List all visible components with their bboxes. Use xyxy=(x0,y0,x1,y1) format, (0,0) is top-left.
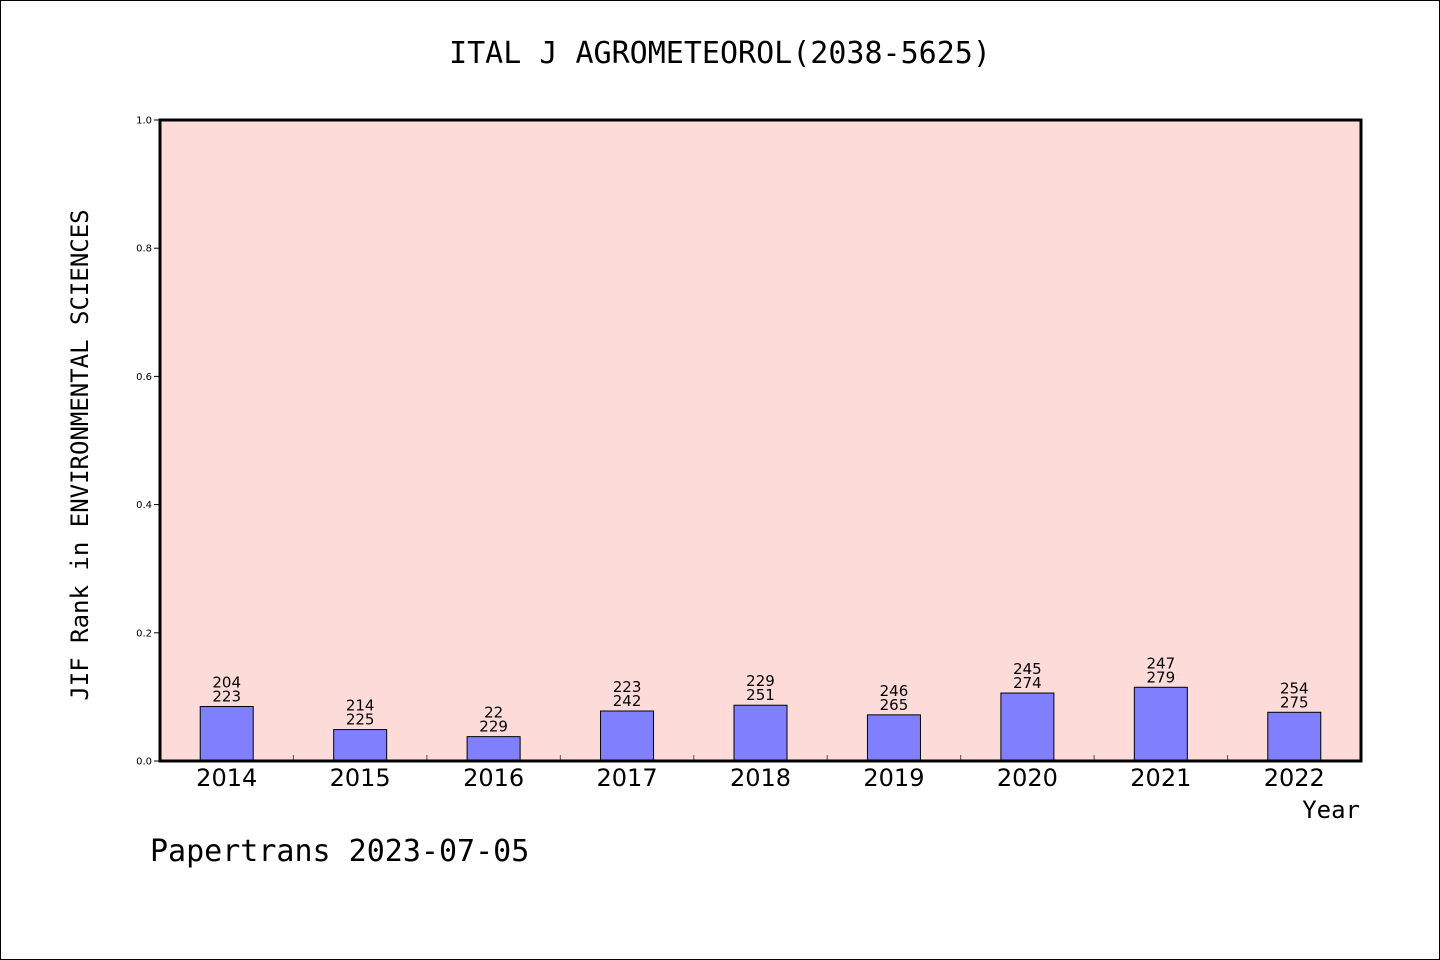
x-tick-label: 2015 xyxy=(330,764,391,792)
x-tick-label: 2017 xyxy=(597,764,658,792)
bar xyxy=(1133,686,1188,762)
bar xyxy=(466,736,521,762)
plot-area xyxy=(160,120,1361,761)
x-tick-label: 2014 xyxy=(196,764,257,792)
bar xyxy=(733,704,788,762)
plot-border xyxy=(158,118,1363,763)
y-tick-label: 1.0 xyxy=(136,116,152,127)
bar-rank-label: 247 xyxy=(1147,654,1176,672)
bar-total-label: 229 xyxy=(479,718,508,736)
x-tick-label: 2022 xyxy=(1264,764,1325,792)
bar xyxy=(600,710,655,762)
x-tick-label: 2020 xyxy=(997,764,1058,792)
bar-total-label: 274 xyxy=(1013,674,1042,692)
x-tick-label: 2019 xyxy=(863,764,924,792)
x-tick-label: 2021 xyxy=(1130,764,1191,792)
bar-total-label: 242 xyxy=(613,692,642,710)
y-tick-label: 0.0 xyxy=(136,757,152,768)
bar xyxy=(1000,692,1055,762)
y-tick-label: 0.8 xyxy=(136,244,152,255)
bar-total-label: 279 xyxy=(1147,668,1176,686)
bar-rank-label: 229 xyxy=(746,672,775,690)
bar-rank-label: 223 xyxy=(613,678,642,696)
bar xyxy=(1267,711,1322,762)
bar-rank-label: 204 xyxy=(212,674,241,692)
x-axis-label: Year xyxy=(1302,796,1360,824)
bar xyxy=(199,706,254,762)
bar-total-label: 265 xyxy=(880,696,909,714)
chart-title: ITAL J AGROMETEOROL(2038-5625) xyxy=(449,36,991,71)
y-tick-label: 0.6 xyxy=(136,372,152,383)
bar xyxy=(333,729,388,762)
bar-rank-label: 22 xyxy=(484,704,503,722)
bar-total-label: 275 xyxy=(1280,693,1309,711)
bar-rank-label: 254 xyxy=(1280,679,1309,697)
footer-credit: Papertrans 2023-07-05 xyxy=(150,834,530,869)
y-tick-label: 0.4 xyxy=(136,500,152,511)
bar-total-label: 223 xyxy=(212,688,241,706)
bar-total-label: 251 xyxy=(746,686,775,704)
bar-rank-label: 246 xyxy=(880,682,909,700)
bar xyxy=(866,714,921,762)
x-tick-label: 2018 xyxy=(730,764,791,792)
bar-total-label: 225 xyxy=(346,711,375,729)
y-tick-label: 0.2 xyxy=(136,628,152,639)
bar-rank-label: 245 xyxy=(1013,660,1042,678)
x-tick-label: 2016 xyxy=(463,764,524,792)
bar-rank-label: 214 xyxy=(346,697,375,715)
